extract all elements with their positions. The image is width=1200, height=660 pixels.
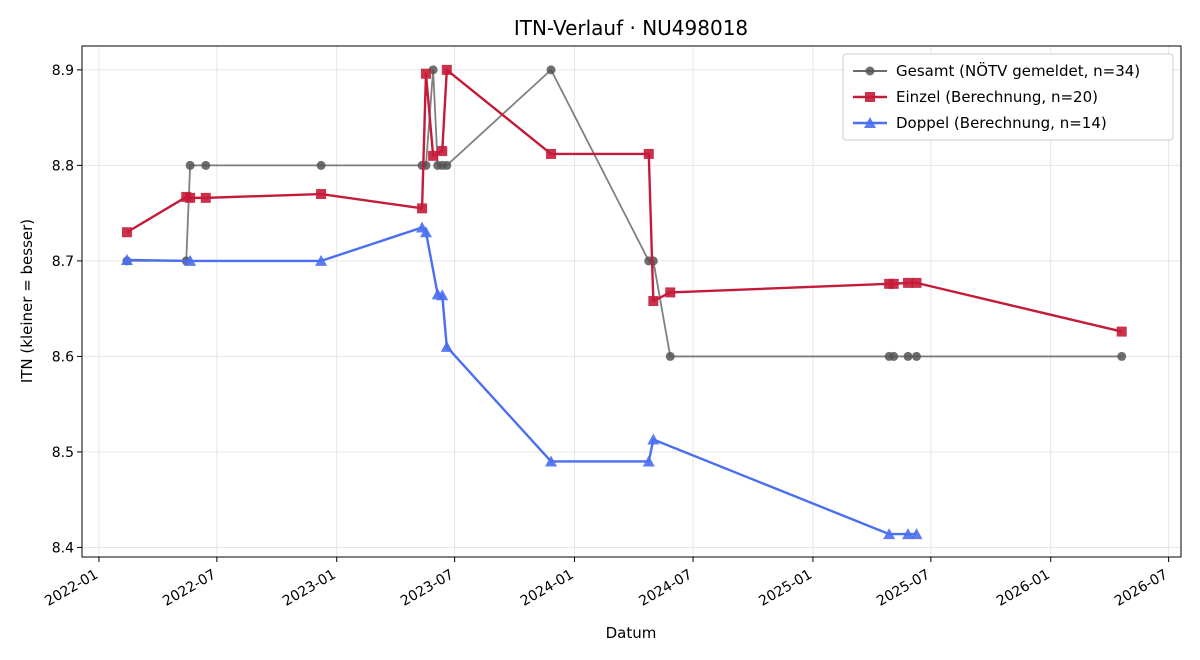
data-point-einzel xyxy=(1116,326,1127,337)
data-point-doppel xyxy=(647,433,660,445)
legend-label-doppel: Doppel (Berechnung, n=14) xyxy=(896,114,1107,132)
x-tick-label: 2024-07 xyxy=(636,567,695,610)
data-point-einzel xyxy=(185,192,196,203)
x-tick-label: 2024-01 xyxy=(518,567,577,610)
legend-swatch-marker xyxy=(865,66,875,76)
legend-label-gesamt: Gesamt (NÖTV gemeldet, n=34) xyxy=(896,61,1140,80)
y-tick-label: 8.7 xyxy=(52,254,74,270)
x-tick-label: 2026-07 xyxy=(1112,567,1171,610)
data-point-einzel xyxy=(911,277,922,288)
chart-title: ITN-Verlauf · NU498018 xyxy=(514,16,748,40)
x-tick-label: 2025-01 xyxy=(756,567,815,610)
y-tick-label: 8.9 xyxy=(52,63,74,79)
data-point-doppel xyxy=(315,254,328,266)
series-einzel xyxy=(121,64,1127,337)
data-point-einzel xyxy=(437,146,448,157)
legend-swatch-marker xyxy=(864,117,876,128)
data-point-einzel xyxy=(417,203,428,214)
data-point-einzel xyxy=(546,148,557,159)
data-point-gesamt xyxy=(889,351,899,361)
data-point-einzel xyxy=(200,192,211,203)
x-tick-label: 2022-07 xyxy=(160,567,219,610)
data-point-doppel xyxy=(642,455,655,467)
y-axis-ticks: 8.4 8.5 8.6 8.7 8.8 8.9 xyxy=(52,63,82,556)
data-point-einzel xyxy=(903,277,914,288)
data-point-doppel xyxy=(419,226,432,238)
x-tick-label: 2026-01 xyxy=(994,567,1053,610)
data-point-gesamt xyxy=(185,160,195,170)
data-point-gesamt xyxy=(1117,351,1127,361)
y-tick-label: 8.5 xyxy=(52,445,74,461)
x-tick-label: 2023-07 xyxy=(398,567,457,610)
data-point-einzel xyxy=(420,68,431,79)
data-point-gesamt xyxy=(912,351,922,361)
data-point-einzel xyxy=(888,278,899,289)
data-point-gesamt xyxy=(903,351,913,361)
y-tick-label: 8.8 xyxy=(52,158,74,174)
legend-swatch-marker xyxy=(865,92,875,102)
series-layer xyxy=(120,64,1127,540)
data-point-doppel xyxy=(436,289,449,301)
data-point-einzel xyxy=(643,148,654,159)
data-point-gesamt xyxy=(546,65,556,75)
data-point-einzel xyxy=(316,189,327,200)
data-point-doppel xyxy=(883,528,896,540)
x-axis-label: Datum xyxy=(606,624,657,642)
data-point-einzel xyxy=(428,150,439,161)
data-point-einzel xyxy=(648,296,659,307)
data-point-gesamt xyxy=(665,351,675,361)
legend: Gesamt (NÖTV gemeldet, n=34) Einzel (Bere… xyxy=(842,53,1174,141)
data-point-doppel xyxy=(902,528,915,540)
data-point-einzel xyxy=(665,287,676,298)
x-tick-label: 2023-01 xyxy=(280,567,339,610)
y-axis-label: ITN (kleiner = besser) xyxy=(18,219,36,383)
data-point-doppel xyxy=(545,455,558,467)
series-doppel xyxy=(120,221,923,540)
data-point-doppel xyxy=(120,253,133,265)
y-tick-label: 8.6 xyxy=(52,349,74,365)
x-tick-label: 2022-01 xyxy=(42,567,101,610)
plot-frame xyxy=(81,45,1182,558)
data-point-doppel xyxy=(910,528,923,540)
series-line-doppel xyxy=(126,226,917,536)
legend-label-einzel: Einzel (Berechnung, n=20) xyxy=(896,88,1098,106)
data-point-gesamt xyxy=(442,160,452,170)
data-point-gesamt xyxy=(316,160,326,170)
legend-box xyxy=(842,53,1174,141)
data-point-gesamt xyxy=(201,160,211,170)
data-point-einzel xyxy=(121,227,132,238)
x-tick-label: 2025-07 xyxy=(874,567,933,610)
data-point-doppel xyxy=(184,254,197,266)
data-point-einzel xyxy=(441,64,452,75)
y-tick-label: 8.4 xyxy=(52,540,74,556)
x-axis-ticks: 2022-01 2022-07 2023-01 2023-07 2024-01 2024-… xyxy=(42,557,1171,610)
data-point-doppel xyxy=(440,340,453,352)
